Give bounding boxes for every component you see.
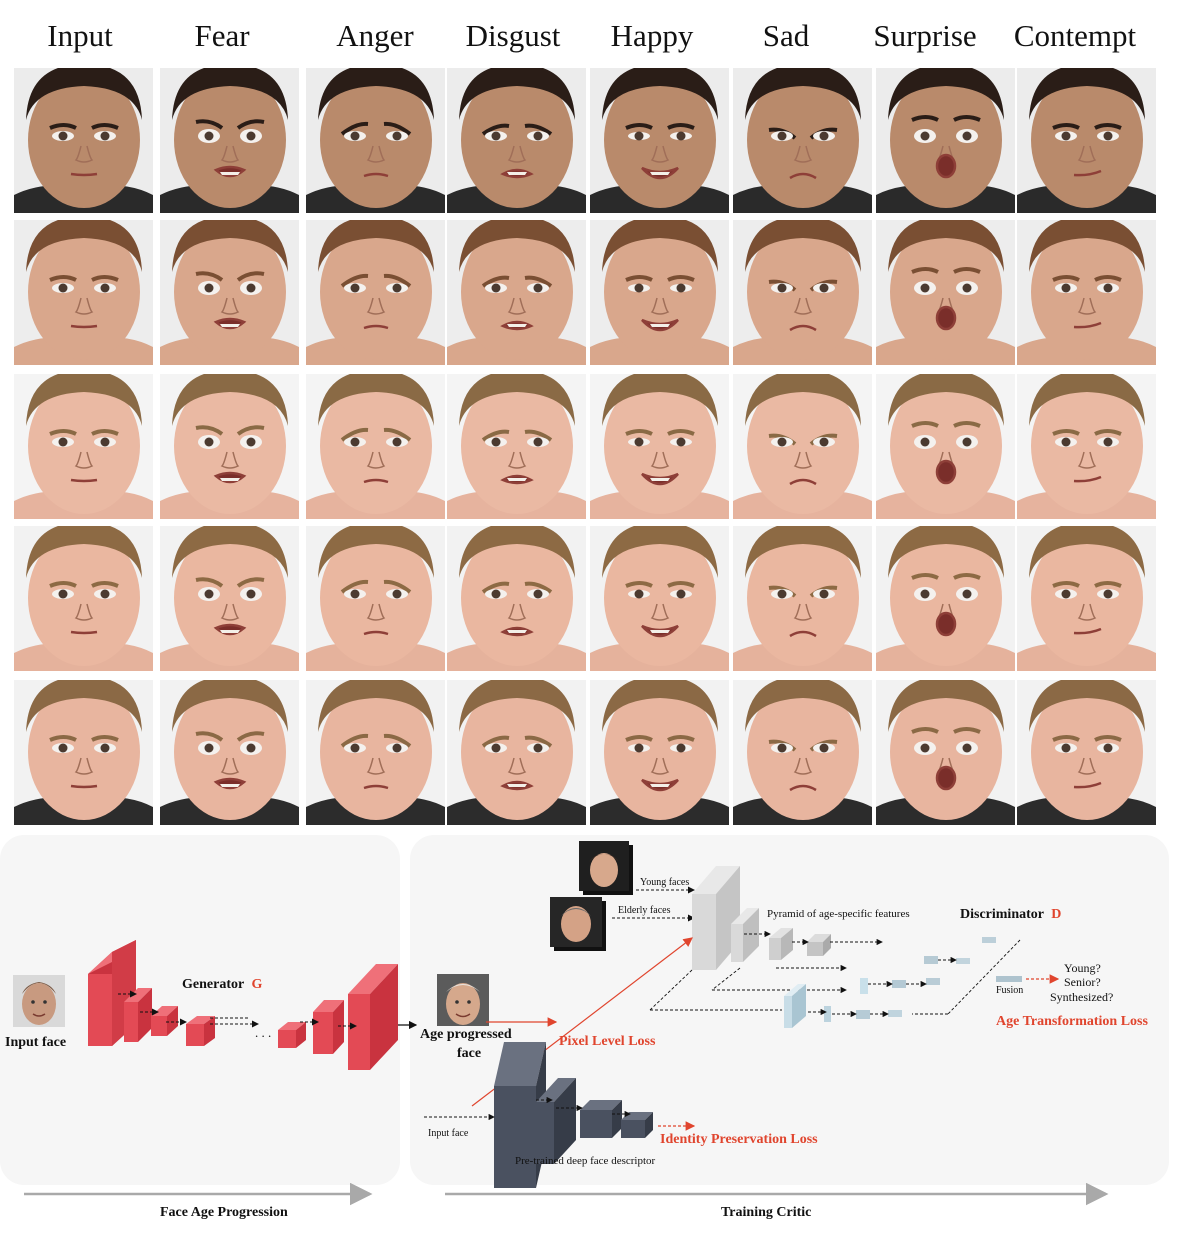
face-child-3-surprise: [876, 680, 1015, 825]
pyramid-label: Pyramid of age-specific features: [767, 908, 910, 920]
input-face-small-label: Input face: [428, 1128, 469, 1139]
young-question: Young?: [1064, 961, 1101, 975]
descriptor-links: [424, 1096, 631, 1121]
face-child-1-fear: [160, 374, 299, 519]
descriptor-label: Pre-trained deep face descriptor: [515, 1155, 656, 1167]
face-adult-female-disgust: [447, 220, 586, 365]
face-child-3-sad: [733, 680, 872, 825]
architecture-diagram: Input face . . .: [5, 841, 1148, 1220]
face-child-1-happy: [590, 374, 729, 519]
pyramid-links: [649, 930, 1021, 1015]
face-child-1-contempt: [1017, 374, 1156, 519]
face-adult-female-contempt: [1017, 220, 1156, 365]
face-child-1-disgust: [447, 374, 586, 519]
face-adult-male-fear: [160, 68, 299, 213]
face-adult-male-sad: [733, 68, 872, 213]
face-adult-male-surprise: [876, 68, 1015, 213]
face-age-progression-label: Face Age Progression: [160, 1205, 288, 1220]
column-header-sad: Sad: [762, 18, 810, 53]
elderly-faces-label: Elderly faces: [618, 905, 671, 916]
face-adult-female-anger: [306, 220, 445, 365]
generator-label: Generator G: [182, 977, 262, 992]
face-adult-male-disgust: [447, 68, 586, 213]
face-child-3-input: [14, 680, 153, 825]
face-adult-male-contempt: [1017, 68, 1156, 213]
face-adult-female-happy: [590, 220, 729, 365]
column-header-contempt: Contempt: [1013, 18, 1137, 53]
fusion-label: Fusion: [996, 985, 1023, 996]
elderly-face-thumbnail: [550, 897, 606, 951]
face-child-3-fear: [160, 680, 299, 825]
input-face-thumbnail: [13, 975, 65, 1027]
face-adult-female-input: [14, 220, 153, 365]
face-child-2-fear: [160, 526, 299, 671]
face-child-1-input: [14, 374, 153, 519]
generator-name: Generator: [182, 977, 244, 992]
identity-preservation-loss-label: Identity Preservation Loss: [660, 1132, 818, 1147]
face-child-2-anger: [306, 526, 445, 671]
face-descriptor-blocks: [494, 1042, 653, 1188]
face-child-2-surprise: [876, 526, 1015, 671]
young-faces-label: Young faces: [640, 877, 689, 888]
age-transformation-loss-label: Age Transformation Loss: [996, 1014, 1148, 1029]
column-header-fear: Fear: [194, 18, 250, 53]
discriminator-symbol: D: [1051, 907, 1061, 922]
discriminator-label: Discriminator D: [960, 907, 1061, 922]
column-header-input: Input: [47, 18, 113, 53]
face-adult-female-surprise: [876, 220, 1015, 365]
age-progressed-face-thumbnail: [437, 974, 489, 1026]
generator-ellipsis: . . .: [255, 1025, 271, 1040]
face-child-2-sad: [733, 526, 872, 671]
critic-input-links: [612, 886, 695, 922]
face-child-2-contempt: [1017, 526, 1156, 671]
fusion-links: [808, 956, 957, 1018]
face-child-3-contempt: [1017, 680, 1156, 825]
face-child-1-anger: [306, 374, 445, 519]
input-face-label: Input face: [5, 1035, 66, 1050]
face-child-3-anger: [306, 680, 445, 825]
young-face-thumbnail: [579, 841, 633, 895]
senior-question: Senior?: [1064, 975, 1101, 989]
column-header-disgust: Disgust: [465, 18, 561, 53]
synthesized-question: Synthesized?: [1050, 990, 1113, 1004]
face-child-2-input: [14, 526, 153, 671]
age-progressed-label-2: face: [457, 1046, 481, 1061]
face-adult-male-anger: [306, 68, 445, 213]
discriminator-pyramid-blocks: [692, 866, 831, 970]
face-adult-male-happy: [590, 68, 729, 213]
generator-symbol: G: [251, 977, 262, 992]
pixel-level-loss-label: Pixel Level Loss: [559, 1034, 656, 1049]
training-critic-label: Training Critic: [721, 1205, 811, 1220]
face-child-2-happy: [590, 526, 729, 671]
generator-links: [118, 990, 357, 1030]
column-header-surprise: Surprise: [873, 18, 977, 53]
face-adult-female-fear: [160, 220, 299, 365]
face-child-2-disgust: [447, 526, 586, 671]
discriminator-name: Discriminator: [960, 907, 1044, 922]
fusion-blocks: [784, 937, 1022, 1028]
age-progressed-label-1: Age progressed: [420, 1027, 512, 1042]
face-adult-female-sad: [733, 220, 872, 365]
face-child-1-sad: [733, 374, 872, 519]
generator-encoder-blocks: [88, 940, 215, 1046]
face-child-1-surprise: [876, 374, 1015, 519]
face-adult-male-input: [14, 68, 153, 213]
generator-decoder-blocks: [278, 964, 398, 1070]
column-header-anger: Anger: [336, 18, 414, 53]
face-child-3-happy: [590, 680, 729, 825]
column-header-happy: Happy: [610, 18, 694, 53]
face-child-3-disgust: [447, 680, 586, 825]
